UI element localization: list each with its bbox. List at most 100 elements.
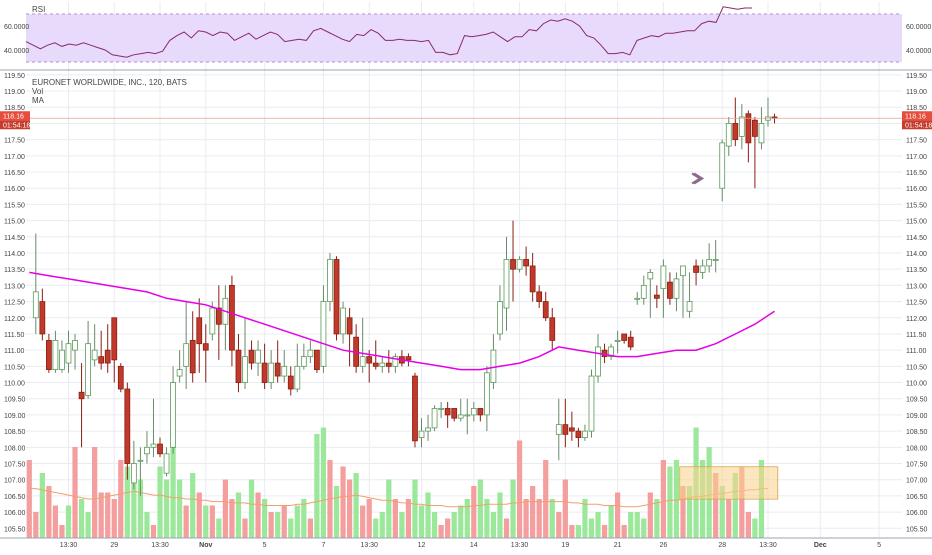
- candle[interactable]: [327, 252, 333, 312]
- candle[interactable]: [52, 330, 59, 373]
- candle[interactable]: [712, 240, 719, 273]
- candle[interactable]: [124, 382, 131, 480]
- candle[interactable]: [170, 366, 176, 454]
- candle[interactable]: [379, 356, 386, 373]
- candle[interactable]: [235, 333, 242, 393]
- candle[interactable]: [72, 333, 78, 370]
- candle[interactable]: [738, 104, 745, 150]
- candle[interactable]: [176, 350, 183, 383]
- candle[interactable]: [392, 353, 399, 373]
- candle[interactable]: [614, 330, 621, 354]
- candle[interactable]: [117, 363, 124, 393]
- candle[interactable]: [660, 259, 667, 318]
- candle[interactable]: [732, 97, 739, 147]
- candle[interactable]: [281, 350, 288, 383]
- candle[interactable]: [719, 139, 726, 202]
- candle[interactable]: [32, 233, 39, 334]
- candle[interactable]: [725, 116, 732, 156]
- candle[interactable]: [438, 401, 445, 419]
- candle[interactable]: [209, 301, 216, 341]
- candle[interactable]: [130, 440, 137, 490]
- candle[interactable]: [65, 330, 72, 373]
- candle[interactable]: [575, 427, 582, 448]
- candle[interactable]: [699, 259, 706, 279]
- candles[interactable]: [32, 97, 778, 496]
- candle[interactable]: [196, 298, 203, 373]
- candle[interactable]: [85, 321, 91, 399]
- candle[interactable]: [320, 285, 327, 373]
- candle[interactable]: [653, 285, 660, 309]
- candle[interactable]: [163, 447, 170, 477]
- candle[interactable]: [294, 343, 301, 393]
- candle[interactable]: [366, 350, 373, 383]
- candle[interactable]: [483, 366, 490, 432]
- candle[interactable]: [385, 350, 392, 373]
- candle[interactable]: [706, 243, 713, 273]
- candle[interactable]: [183, 301, 190, 390]
- candle[interactable]: [765, 97, 771, 127]
- price-axis[interactable]: 119.50119.50119.00119.00118.50118.50118.…: [4, 73, 928, 533]
- candle[interactable]: [104, 324, 111, 373]
- candle[interactable]: [412, 372, 418, 448]
- candle[interactable]: [353, 324, 360, 373]
- candle[interactable]: [425, 414, 431, 441]
- candle[interactable]: [307, 340, 314, 364]
- candle[interactable]: [418, 418, 425, 448]
- candle[interactable]: [229, 275, 235, 367]
- candle[interactable]: [693, 259, 699, 286]
- candle[interactable]: [189, 311, 196, 383]
- time-axis[interactable]: 13:30 29 13:30 Nov 5 7 13:30 12 14 13:30 19 21 26 28 1…: [0, 537, 932, 549]
- candle[interactable]: [582, 424, 588, 441]
- candle[interactable]: [274, 340, 281, 383]
- candle[interactable]: [333, 256, 340, 341]
- candle[interactable]: [568, 411, 575, 441]
- candle[interactable]: [555, 398, 562, 461]
- candle[interactable]: [91, 324, 98, 367]
- candle[interactable]: [549, 308, 556, 351]
- candle[interactable]: [673, 272, 680, 312]
- candle[interactable]: [287, 366, 294, 396]
- candle[interactable]: [45, 333, 52, 373]
- candle[interactable]: [595, 333, 601, 383]
- candle[interactable]: [399, 350, 405, 367]
- candle[interactable]: [222, 285, 229, 351]
- candle[interactable]: [510, 220, 516, 302]
- candle[interactable]: [261, 343, 268, 390]
- candle[interactable]: [248, 340, 255, 370]
- candle[interactable]: [523, 246, 529, 276]
- candle[interactable]: [686, 272, 693, 318]
- candle[interactable]: [680, 265, 686, 318]
- candle[interactable]: [78, 363, 85, 448]
- candle[interactable]: [464, 398, 471, 435]
- candle[interactable]: [111, 317, 118, 383]
- candle[interactable]: [268, 350, 275, 390]
- candle[interactable]: [314, 349, 320, 373]
- candle[interactable]: [758, 107, 765, 150]
- candle[interactable]: [457, 398, 464, 422]
- candle[interactable]: [59, 340, 65, 373]
- candle[interactable]: [451, 408, 458, 422]
- candle[interactable]: [242, 317, 248, 390]
- candle[interactable]: [346, 308, 353, 367]
- candle[interactable]: [608, 343, 614, 360]
- candle[interactable]: [444, 401, 451, 428]
- candle[interactable]: [601, 343, 608, 364]
- candle[interactable]: [490, 333, 497, 390]
- candle[interactable]: [477, 408, 484, 422]
- candle[interactable]: [647, 269, 654, 318]
- candle[interactable]: [405, 353, 412, 367]
- candle[interactable]: [255, 340, 261, 377]
- candle[interactable]: [640, 275, 647, 305]
- candle[interactable]: [536, 285, 543, 309]
- candle[interactable]: [300, 343, 307, 370]
- candle[interactable]: [470, 401, 477, 422]
- candle[interactable]: [542, 291, 549, 322]
- candle[interactable]: [150, 398, 157, 458]
- candle[interactable]: [431, 405, 438, 432]
- candle[interactable]: [144, 431, 150, 464]
- candle[interactable]: [215, 285, 222, 360]
- candle[interactable]: [202, 324, 209, 383]
- candle[interactable]: [667, 272, 673, 305]
- candle[interactable]: [340, 301, 346, 344]
- candle[interactable]: [745, 110, 752, 163]
